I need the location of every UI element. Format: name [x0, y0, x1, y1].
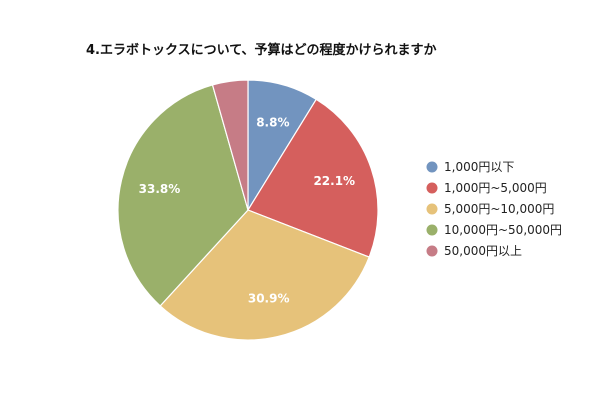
pie-slice-2 [247, 98, 379, 258]
legend-swatch-2 [426, 182, 438, 194]
legend-label-3: 5,000円~10,000円 [444, 202, 554, 216]
legend-swatch-5 [426, 245, 438, 257]
legend-swatch-3 [426, 203, 438, 215]
pie-slice-3 [159, 209, 370, 341]
slice-value-label-2: 22.1% [313, 174, 355, 188]
slice-value-label-4: 33.8% [139, 182, 181, 196]
chart-title: 4.エラボトックスについて、予算はどの程度かけられますか [86, 42, 437, 58]
legend-label-4: 10,000円~50,000円 [444, 223, 562, 237]
legend: 1,000円以下 1,000円~5,000円 5,000円~10,000円 10,00… [426, 160, 562, 258]
legend-label-5: 50,000円以上 [444, 244, 522, 258]
legend-label-2: 1,000円~5,000円 [444, 181, 547, 195]
pie-slice-5 [211, 79, 249, 211]
legend-swatch-1 [426, 161, 438, 173]
legend-label-1: 1,000円以下 [444, 160, 514, 174]
pie-slice-4 [117, 84, 249, 307]
pie-slices [117, 79, 379, 341]
slice-value-label-3: 30.9% [248, 292, 290, 306]
slice-value-label-1: 8.8% [256, 115, 289, 129]
pie-value-labels: 8.8% 22.1% 30.9% 33.8% [139, 115, 355, 305]
legend-swatch-4 [426, 224, 438, 236]
